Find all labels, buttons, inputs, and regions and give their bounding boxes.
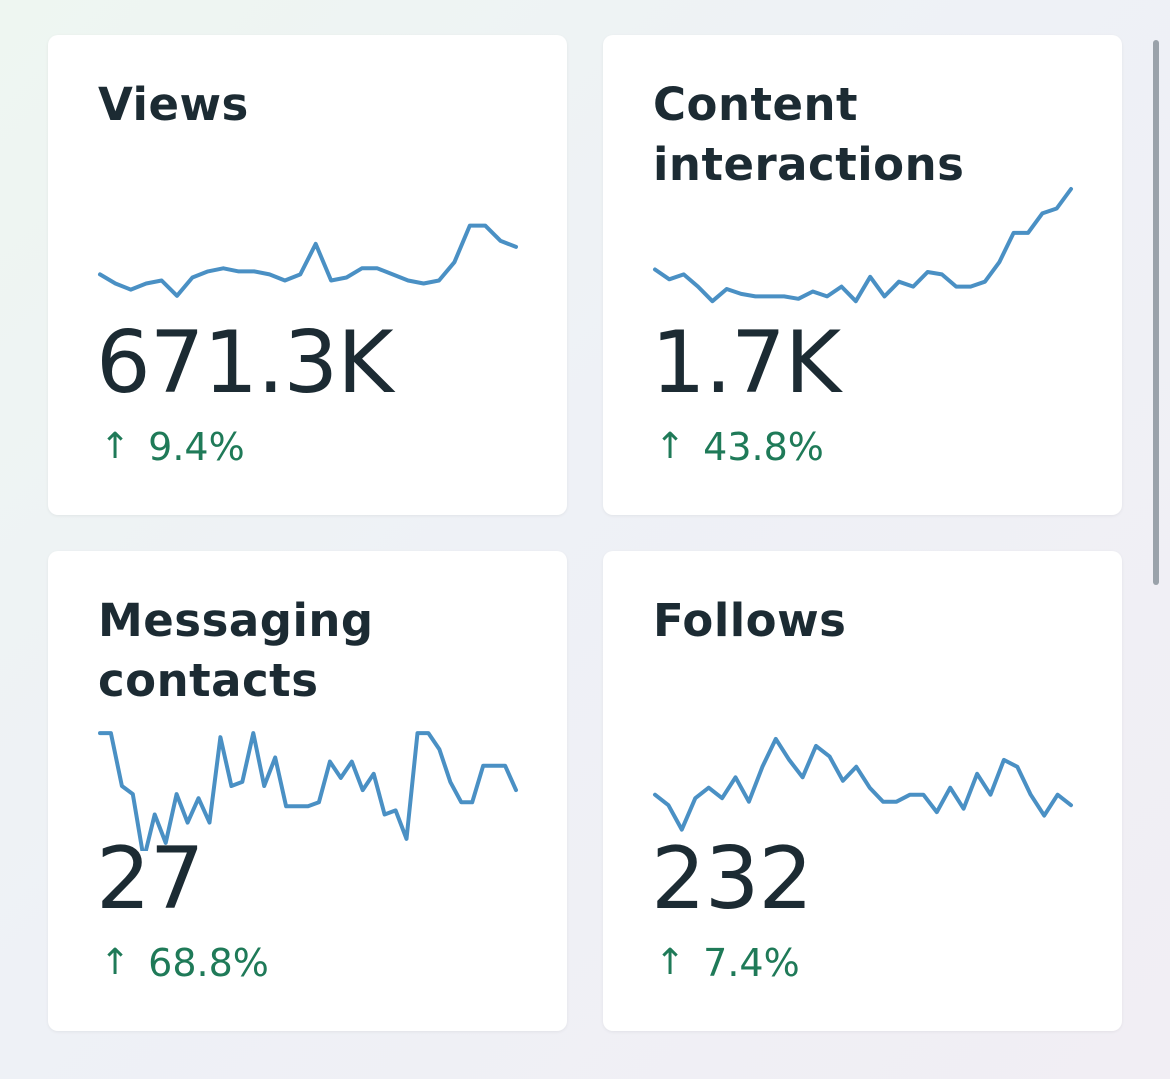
sparkline-svg xyxy=(653,187,1073,304)
sparkline-line xyxy=(98,731,518,851)
metric-change-value: 68.8% xyxy=(148,941,269,985)
metric-title: Follows xyxy=(653,594,847,647)
metric-card-content-interactions[interactable]: Content interactions 1.7K ↑ 43.8% xyxy=(603,35,1122,515)
metric-value: 27 xyxy=(96,829,204,929)
sparkline-line xyxy=(98,223,518,298)
sparkline-svg xyxy=(653,736,1073,832)
metric-title: Views xyxy=(98,78,249,131)
metric-value: 671.3K xyxy=(96,313,394,413)
metric-change-value: 9.4% xyxy=(148,425,245,469)
metrics-grid: Views 671.3K ↑ 9.4% Content interactions… xyxy=(48,35,1122,1031)
sparkline-chart xyxy=(96,185,520,315)
metric-title: Messaging contacts xyxy=(98,594,374,707)
metric-value: 1.7K xyxy=(651,313,841,413)
metric-change: ↑ 9.4% xyxy=(100,423,245,471)
metric-card-views[interactable]: Views 671.3K ↑ 9.4% xyxy=(48,35,567,515)
sparkline-chart xyxy=(651,185,1075,315)
metric-change: ↑ 43.8% xyxy=(655,423,824,471)
arrow-up-icon: ↑ xyxy=(100,426,131,467)
arrow-up-icon: ↑ xyxy=(100,942,131,983)
sparkline-line xyxy=(653,736,1073,832)
sparkline-chart xyxy=(651,721,1075,851)
sparkline-line xyxy=(653,187,1073,304)
scrollbar[interactable] xyxy=(1153,40,1159,585)
metric-value: 232 xyxy=(651,829,813,929)
arrow-up-icon: ↑ xyxy=(655,942,686,983)
sparkline-svg xyxy=(98,731,518,851)
metric-title: Content interactions xyxy=(653,78,965,191)
metric-change: ↑ 7.4% xyxy=(655,939,800,987)
metric-change-value: 43.8% xyxy=(703,425,824,469)
metric-change-value: 7.4% xyxy=(703,941,800,985)
arrow-up-icon: ↑ xyxy=(655,426,686,467)
sparkline-svg xyxy=(98,223,518,298)
metric-card-messaging-contacts[interactable]: Messaging contacts 27 ↑ 68.8% xyxy=(48,551,567,1031)
metric-change: ↑ 68.8% xyxy=(100,939,269,987)
sparkline-chart xyxy=(96,721,520,851)
metric-card-follows[interactable]: Follows 232 ↑ 7.4% xyxy=(603,551,1122,1031)
